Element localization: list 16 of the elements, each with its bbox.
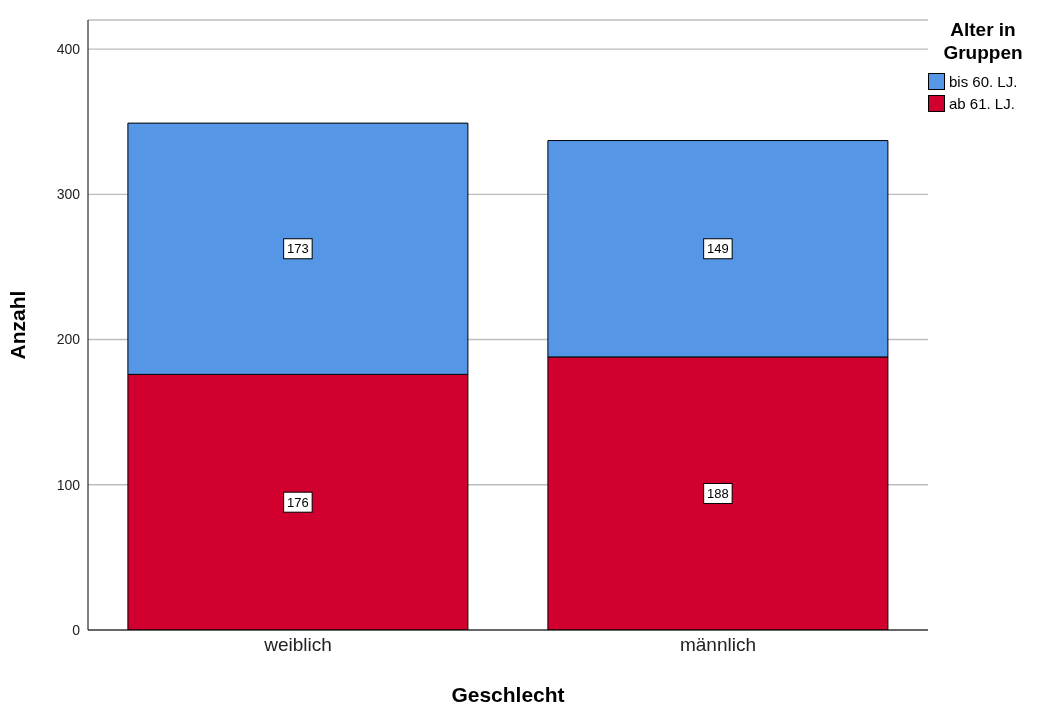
x-axis-title: Geschlecht (451, 683, 565, 706)
legend-label: bis 60. LJ. (949, 72, 1018, 90)
data-label: 188 (707, 485, 729, 501)
x-tick-label: männlich (679, 634, 757, 656)
data-label: 149 (707, 241, 729, 257)
legend-title: Alter in Gruppen (942, 18, 1024, 64)
y-tick-label: 200 (56, 331, 81, 348)
y-axis-title: Anzahl (6, 290, 30, 360)
y-tick-label: 0 (72, 621, 81, 638)
y-tick-label: 100 (56, 476, 81, 493)
data-label: 176 (287, 494, 309, 510)
y-tick-label: 400 (56, 41, 81, 58)
data-label: 173 (287, 241, 309, 257)
x-tick-label: weiblich (263, 634, 332, 656)
y-tick-label: 300 (56, 186, 81, 203)
legend-label: ab 61. LJ. (949, 94, 1015, 112)
